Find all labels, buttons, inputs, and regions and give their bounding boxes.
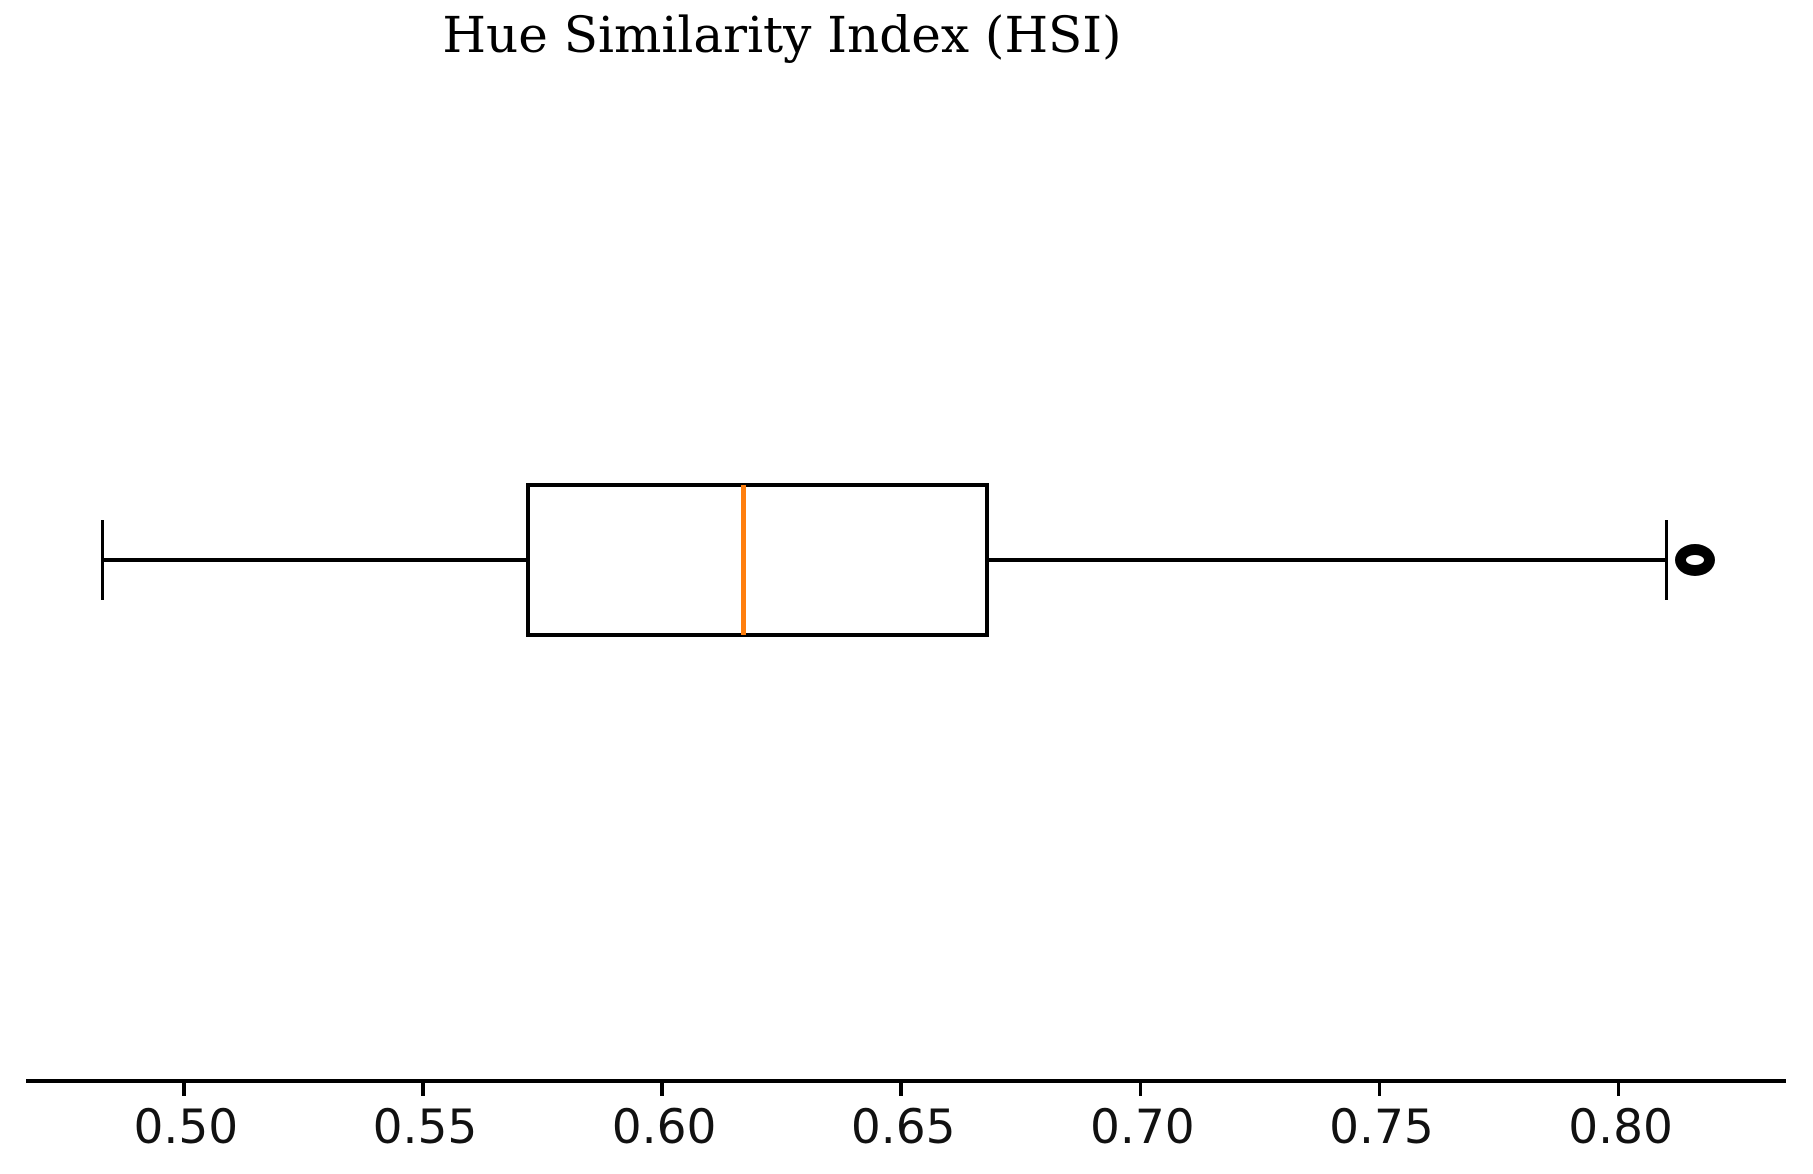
x-axis-tick-label: 0.70 [1090,1100,1195,1155]
x-axis-tick-label: 0.55 [372,1100,478,1155]
x-axis-tick-mark [1138,1080,1143,1096]
median-line [740,485,746,635]
iqr-box [526,483,990,637]
whisker-cap-left [100,520,105,600]
chart-title: Hue Similarity Index (HSI) [442,6,1122,64]
whisker-line-left [102,558,529,562]
x-axis-tick-mark [1616,1080,1621,1096]
x-axis-line [26,1079,1786,1083]
x-axis-tick-mark [182,1080,186,1096]
x-axis-tick-label: 0.50 [133,1100,239,1155]
x-axis-tick-label: 0.60 [611,1100,717,1155]
x-axis-tick-mark [660,1080,664,1096]
x-axis-tick-mark [899,1080,903,1096]
x-axis-tick-label: 0.80 [1568,1100,1673,1155]
outlier-marker [1675,544,1716,576]
x-axis-tick-mark [421,1080,425,1096]
x-axis-tick-label: 0.65 [850,1100,956,1155]
whisker-cap-right [1664,520,1669,600]
x-axis-tick-label: 0.75 [1329,1100,1434,1155]
x-axis-tick-mark [1377,1080,1382,1096]
whisker-line-right [987,558,1667,562]
